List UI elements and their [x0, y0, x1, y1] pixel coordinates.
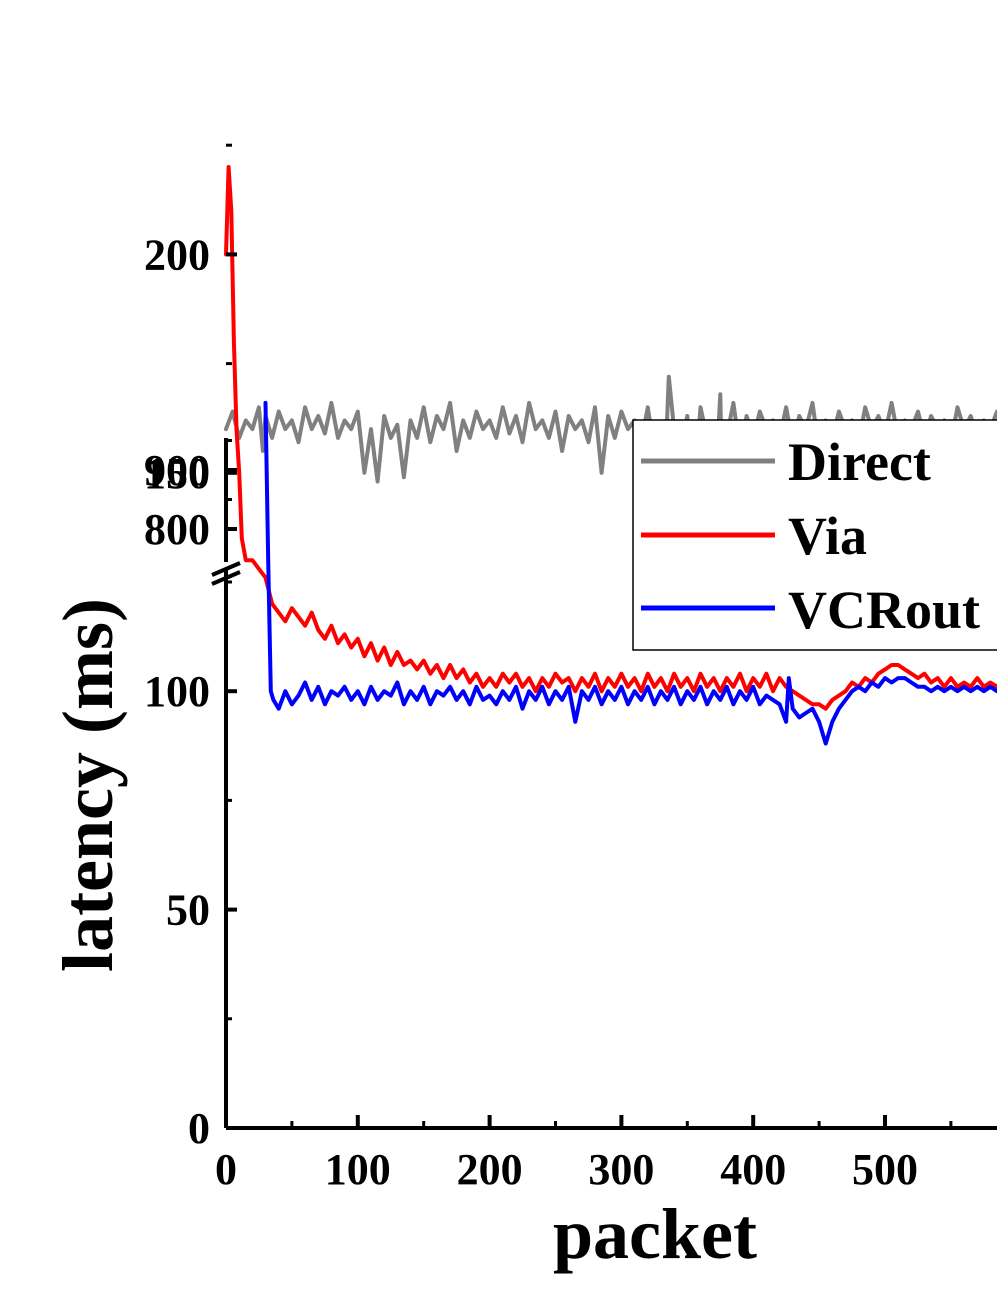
- y-axis-title: latency (ms): [48, 598, 128, 972]
- axis-break-mark-2: [211, 570, 241, 586]
- x-axis-title: packet: [553, 1194, 757, 1274]
- x-tick-label: 0: [215, 1145, 237, 1194]
- y-tick-label: 50: [166, 886, 210, 935]
- legend-label-direct: Direct: [788, 432, 931, 492]
- x-tick-label: 200: [457, 1145, 523, 1194]
- y-upper-tick-label: 900: [144, 446, 210, 495]
- x-tick-label: 300: [588, 1145, 654, 1194]
- x-tick-label: 500: [852, 1145, 918, 1194]
- x-tick-label: 100: [325, 1145, 391, 1194]
- axis-break-mark-1: [211, 561, 241, 577]
- y-tick-label: 150: [144, 449, 210, 498]
- x-tick-label: 400: [720, 1145, 786, 1194]
- y-tick-label: 0: [188, 1104, 210, 1153]
- y-tick-label: 200: [144, 230, 210, 279]
- legend-label-via: Via: [788, 506, 867, 566]
- ticks-layer: 01002003004005006050100150200800900: [144, 143, 953, 1194]
- legend-label-vcrout: VCRout: [788, 580, 980, 640]
- legend: Direct Via VCRout: [632, 419, 997, 651]
- y-upper-tick-label: 800: [144, 505, 210, 554]
- series-line-via: [224, 165, 997, 711]
- series-line-vcrout: [263, 400, 997, 746]
- y-tick-label: 100: [144, 667, 210, 716]
